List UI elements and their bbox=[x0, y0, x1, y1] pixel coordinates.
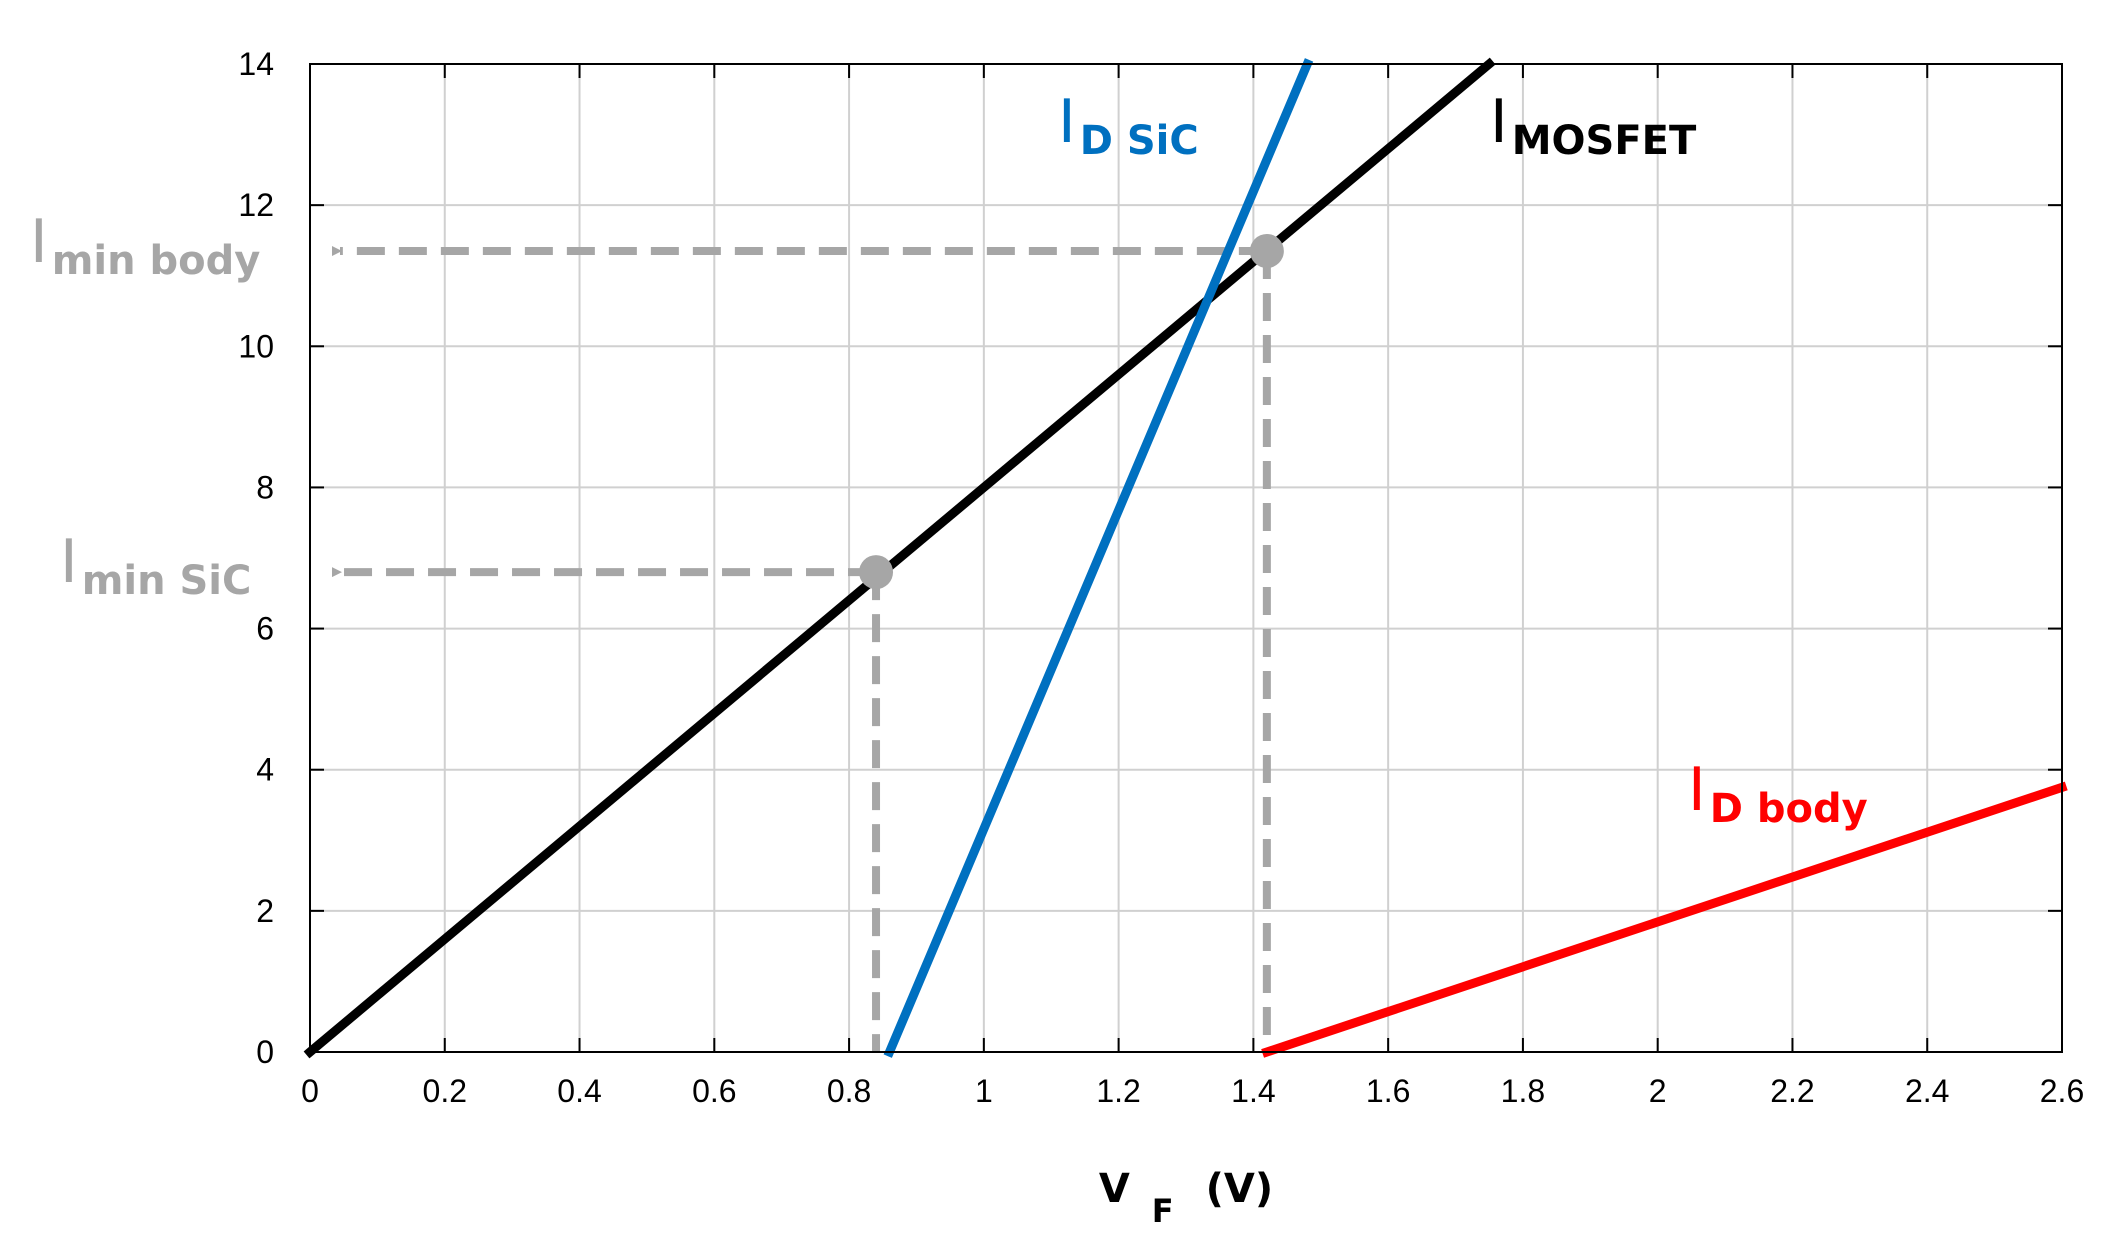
x-tick-label: 2.2 bbox=[1770, 1073, 1814, 1109]
series-label-sub: D SiC bbox=[1080, 118, 1199, 164]
series-label-main: I bbox=[1688, 755, 1706, 825]
x-axis-title: V F (V) bbox=[1099, 1166, 1273, 1232]
x-tick-label: 0.2 bbox=[423, 1073, 467, 1109]
y-tick-label: 10 bbox=[238, 328, 274, 364]
x-axis-title-unit: (V) bbox=[1206, 1166, 1274, 1212]
markers bbox=[859, 234, 1284, 590]
x-tick-label: 1.2 bbox=[1096, 1073, 1140, 1109]
y-tick-label: 4 bbox=[256, 752, 274, 788]
series bbox=[303, 57, 2068, 1059]
x-tick-label: 0.8 bbox=[827, 1073, 871, 1109]
x-tick-label: 1.6 bbox=[1366, 1073, 1410, 1109]
axis-labels: 0 0.2 0.4 0.6 0.8 1 1.2 1.4 1.6 1.8 2 2.2 2.4 2.6 0 2 4 6… bbox=[30, 46, 2084, 1109]
y-tick-label: 0 bbox=[256, 1034, 274, 1070]
series-line bbox=[883, 58, 1314, 1058]
axis-ticks bbox=[309, 63, 2063, 1053]
marker-label-sub: min SiC bbox=[82, 558, 252, 604]
x-tick-label: 1.4 bbox=[1231, 1073, 1275, 1109]
x-tick-label: 1.8 bbox=[1501, 1073, 1545, 1109]
series-label-sub: MOSFET bbox=[1512, 118, 1697, 164]
marker-point bbox=[859, 555, 894, 590]
x-tick-label: 2.6 bbox=[2040, 1073, 2084, 1109]
y-tick-label: 8 bbox=[256, 469, 274, 505]
series-line bbox=[303, 57, 1496, 1059]
plot-frame bbox=[309, 63, 2063, 1053]
marker-point bbox=[1249, 234, 1284, 269]
y-tick-label: 6 bbox=[256, 611, 274, 647]
series-label: I MOSFET bbox=[1490, 87, 1697, 164]
series-line bbox=[1261, 781, 2068, 1058]
marker-label-main: I bbox=[60, 527, 78, 597]
series-label-main: I bbox=[1058, 87, 1076, 157]
series-label-sub: D body bbox=[1710, 786, 1868, 832]
y-tick-label: 12 bbox=[238, 187, 274, 223]
x-tick-label: 1 bbox=[975, 1073, 993, 1109]
x-tick-label: 2.4 bbox=[1905, 1073, 1949, 1109]
grid bbox=[309, 63, 2063, 1053]
guide-lines bbox=[332, 246, 1271, 1052]
x-tick-label: 0.6 bbox=[692, 1073, 736, 1109]
y-tick-label: 2 bbox=[256, 893, 274, 929]
x-tick-label: 2 bbox=[1649, 1073, 1667, 1109]
x-tick-label: 0 bbox=[301, 1073, 319, 1109]
marker-label-main: I bbox=[30, 207, 48, 277]
x-axis-title-sub: F bbox=[1152, 1192, 1174, 1230]
y-tick-label: 14 bbox=[238, 46, 274, 82]
series-label-main: I bbox=[1490, 87, 1508, 157]
marker-label-sub: min body bbox=[52, 238, 261, 284]
x-axis-title-main: V bbox=[1099, 1166, 1130, 1212]
x-tick-label: 0.4 bbox=[557, 1073, 601, 1109]
